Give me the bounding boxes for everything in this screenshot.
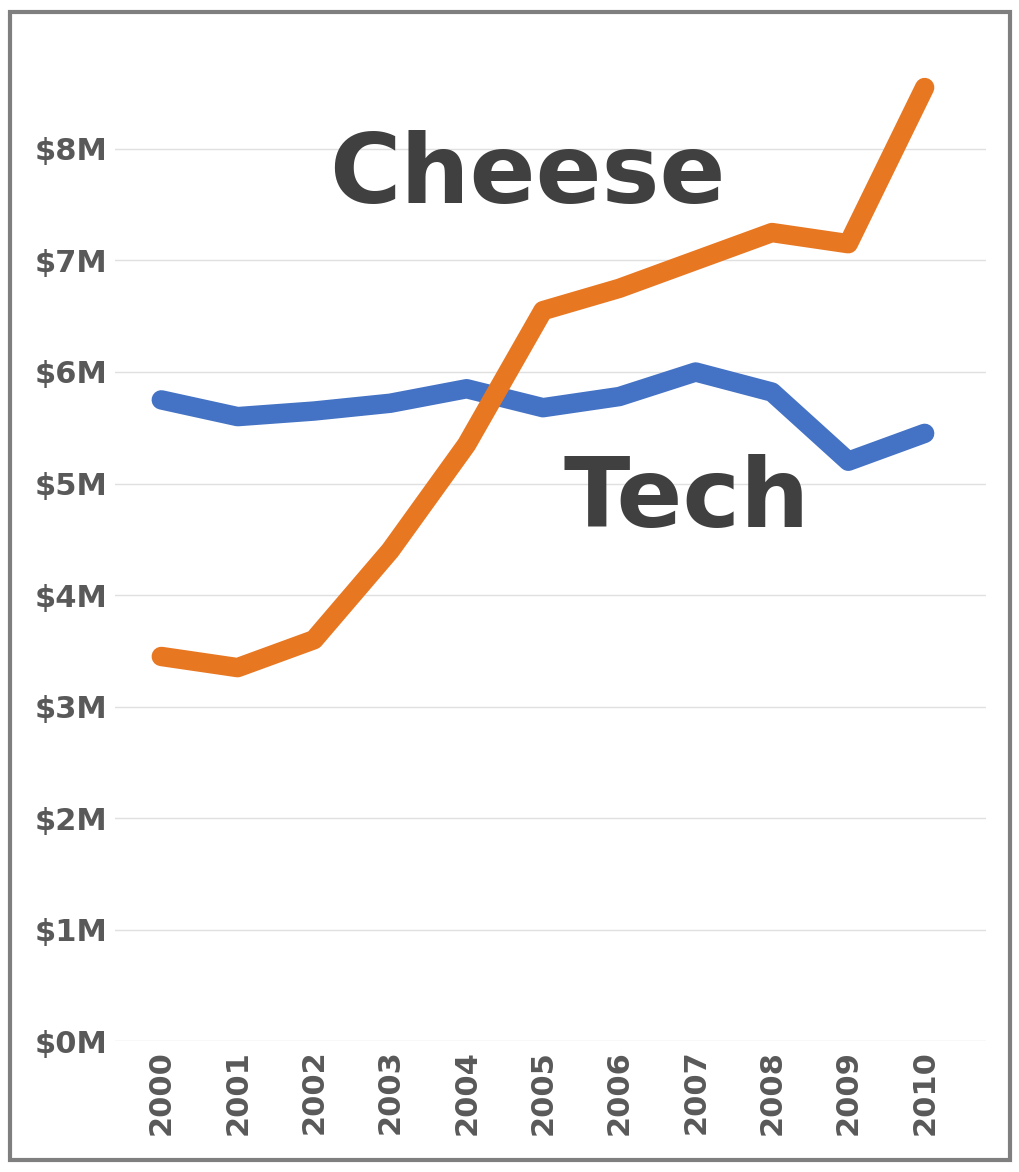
Text: Cheese: Cheese xyxy=(329,130,726,224)
Text: Tech: Tech xyxy=(564,454,809,547)
